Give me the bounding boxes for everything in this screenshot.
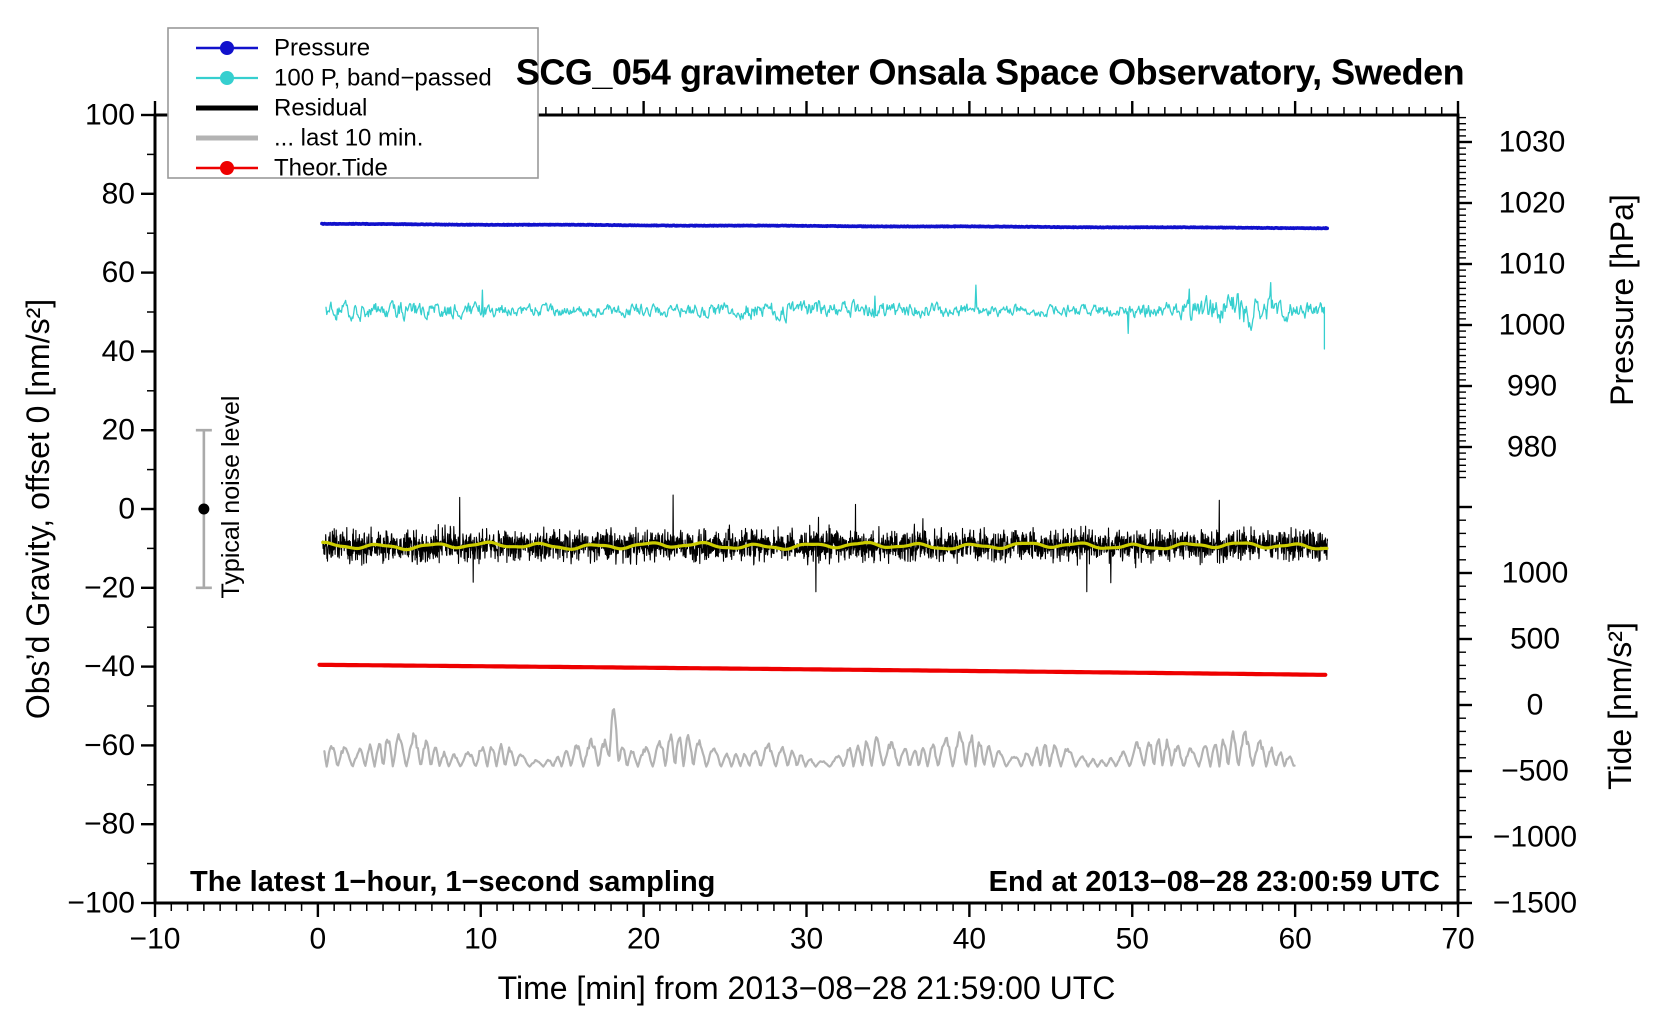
pressure-tick-label: 1010 [1499, 248, 1566, 281]
series-last10-line [323, 708, 1296, 768]
pressure-tick-label: 1020 [1499, 187, 1566, 220]
x-tick-label: 40 [953, 923, 986, 956]
legend-label: Pressure [274, 35, 370, 62]
legend-label: ... last 10 min. [274, 125, 423, 152]
legend-marker-dot [220, 41, 234, 55]
series-pressure-line [320, 221, 1329, 231]
gravity-tick-label: 80 [102, 177, 135, 210]
legend-label: Theor.Tide [274, 155, 388, 182]
tide-axis-label: Tide [nm/s²] [1602, 622, 1638, 790]
noise-bar-dot [198, 503, 210, 515]
legend-label: 100 P, band−passed [274, 65, 492, 92]
gravity-tick-label: 40 [102, 335, 135, 368]
series-residual-line [322, 494, 1329, 593]
typical-noise-annotation [195, 428, 212, 590]
sampling-note: The latest 1−hour, 1−second sampling [190, 866, 715, 898]
series-residual_smooth-line [321, 540, 1329, 552]
pressure-axis-label: Pressure [hPa] [1604, 194, 1640, 406]
x-tick-label: −10 [130, 923, 181, 956]
series-bandpassed-line [325, 282, 1326, 350]
tide-tick-label: 1000 [1502, 557, 1569, 590]
end-time-note: End at 2013−08−28 23:00:59 UTC [989, 866, 1440, 898]
gravity-tick-label: −40 [84, 650, 135, 683]
plot-area [317, 221, 1329, 768]
legend-item [196, 71, 258, 85]
tide-tick-label: 500 [1510, 623, 1560, 656]
x-tick-label: 50 [1116, 923, 1149, 956]
pressure-tick-label: 990 [1507, 370, 1557, 403]
x-tick-label: 30 [790, 923, 823, 956]
x-tick-label: 10 [464, 923, 497, 956]
tide-tick-label: −500 [1501, 755, 1569, 788]
gravity-tick-label: −60 [84, 729, 135, 762]
gravity-tick-label: 100 [85, 99, 135, 132]
time-axis-label: Time [min] from 2013−08−28 21:59:00 UTC [498, 970, 1116, 1006]
pressure-tick-label: 980 [1507, 431, 1557, 464]
gravity-tick-label: 0 [118, 493, 135, 526]
gravity-tick-label: −20 [84, 571, 135, 604]
legend-item [196, 41, 258, 55]
legend-label: Residual [274, 95, 367, 122]
series-tide-line [317, 662, 1328, 677]
tide-tick-label: 0 [1527, 689, 1544, 722]
legend-marker-dot [220, 71, 234, 85]
gravity-tick-label: −80 [84, 808, 135, 841]
gravity-tick-label: −100 [67, 887, 135, 920]
gravity-tick-label: 60 [102, 256, 135, 289]
x-tick-label: 20 [627, 923, 660, 956]
tide-tick-label: −1000 [1493, 821, 1577, 854]
legend-item [196, 161, 258, 175]
pressure-tick-label: 1000 [1499, 309, 1566, 342]
x-tick-label: 60 [1278, 923, 1311, 956]
chart-title: SCG_054 gravimeter Onsala Space Observat… [516, 52, 1464, 93]
tide-tick-label: −1500 [1493, 887, 1577, 920]
gravity-tick-label: 20 [102, 414, 135, 447]
x-tick-label: 70 [1441, 923, 1474, 956]
legend [167, 27, 539, 179]
noise-bar-label: Typical noise level [217, 396, 245, 599]
gravity-axis-label: Obs’d Gravity, offset 0 [nm/s²] [20, 299, 56, 719]
pressure-tick-label: 1030 [1499, 126, 1566, 159]
x-tick-label: 0 [310, 923, 327, 956]
legend-marker-dot [220, 161, 234, 175]
plot-frame [153, 113, 1460, 905]
